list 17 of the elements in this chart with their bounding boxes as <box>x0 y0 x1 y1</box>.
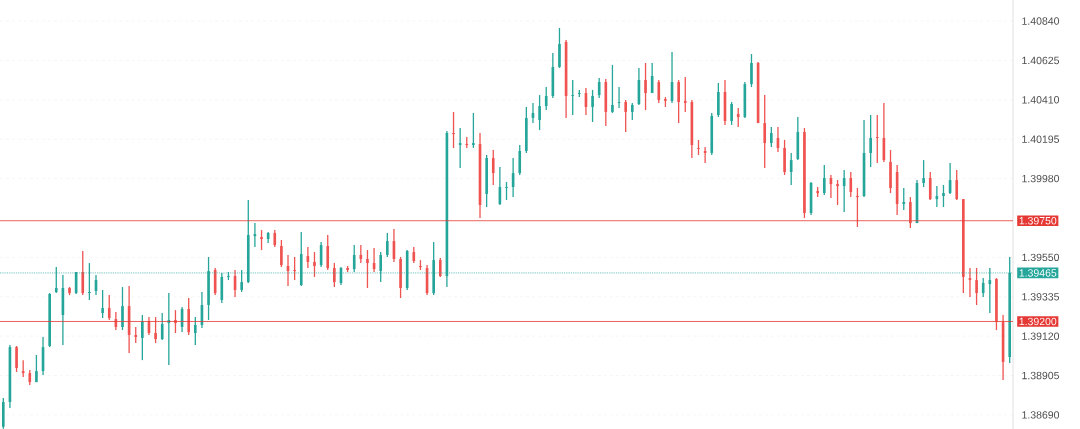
candlestick <box>505 181 508 201</box>
ref-line-label: 1.39200 <box>1019 317 1057 326</box>
y-tick-label: 1.40625 <box>1022 56 1060 65</box>
y-tick-label: 1.38690 <box>1022 411 1060 419</box>
y-tick-label: 1.40410 <box>1022 96 1060 104</box>
ref-line-label: 1.39750 <box>1019 217 1057 225</box>
y-tick-label: 1.38905 <box>1022 371 1060 380</box>
ref-line-label: 1.39465 <box>1019 269 1057 277</box>
y-tick-label: 1.39550 <box>1022 253 1060 262</box>
candlestick <box>697 139 700 156</box>
y-tick-label: 1.39980 <box>1022 174 1060 183</box>
y-tick-label: 1.40195 <box>1022 135 1060 143</box>
y-tick-label: 1.39120 <box>1022 332 1060 340</box>
candlestick <box>875 114 879 164</box>
y-tick-label: 1.39335 <box>1022 293 1060 301</box>
candlestick <box>571 79 575 116</box>
y-tick-label: 1.40840 <box>1022 17 1060 25</box>
